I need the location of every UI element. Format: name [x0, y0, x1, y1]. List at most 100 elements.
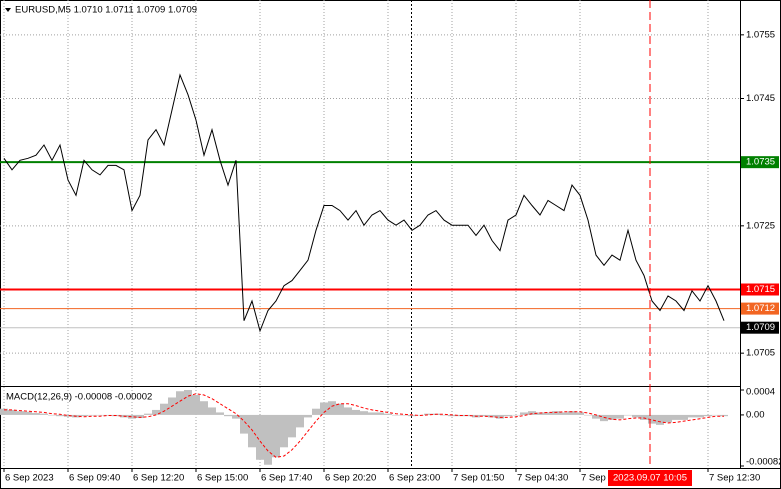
macd-bar [576, 412, 584, 415]
macd-bar [224, 414, 232, 417]
macd-bar [32, 413, 40, 415]
title-marker [5, 8, 11, 12]
macd-bar [216, 412, 224, 415]
x-tick-label: 7 Sep 04:30 [517, 473, 568, 484]
macd-bar [320, 402, 328, 415]
macd-bar [624, 414, 632, 416]
macd-bar [328, 401, 336, 415]
macd-bar [504, 414, 512, 417]
y-tick-label: 1.0705 [746, 348, 775, 359]
macd-bar [80, 414, 88, 417]
macd-bar [440, 414, 448, 416]
price-label: 1.0715 [746, 284, 775, 295]
macd-bar [280, 414, 288, 448]
macd-bar [8, 409, 16, 415]
price-label: 1.0709 [746, 322, 775, 333]
macd-bar [0, 408, 8, 415]
macd-bar [528, 411, 536, 415]
macd-bar [616, 414, 624, 419]
y-tick-label: 1.0745 [746, 93, 775, 104]
macd-bar [88, 414, 96, 416]
x-tick-label: 6 Sep 09:40 [69, 473, 120, 484]
macd-bar [48, 414, 56, 416]
macd-bar [192, 394, 200, 415]
macd-bar [664, 414, 672, 423]
macd-bar [568, 411, 576, 415]
macd-bar [304, 414, 312, 418]
macd-bar [56, 414, 64, 417]
macd-bar [696, 414, 704, 418]
x-tick-label: 6 Sep 2023 [5, 473, 54, 484]
macd-bar [16, 411, 24, 415]
macd-bar [256, 414, 264, 460]
macd-bar [680, 414, 688, 420]
macd-bar [160, 403, 168, 415]
price-label-bg [741, 302, 779, 315]
macd-bar [352, 409, 360, 415]
macd-bar [240, 414, 248, 434]
y-tick-label: 0.00 [746, 409, 765, 420]
y-tick-label: 0.0004 [746, 387, 775, 398]
macd-bar [96, 414, 104, 416]
macd-bar [392, 414, 400, 416]
macd-bar [704, 414, 712, 417]
macd-bar [592, 414, 600, 419]
macd-bar [40, 413, 48, 415]
macd-bar [712, 414, 720, 416]
macd-bar [400, 414, 408, 416]
macd-bar [560, 412, 568, 415]
macd-bar [264, 414, 272, 465]
macd-bar [608, 414, 616, 420]
macd-bar [248, 414, 256, 448]
macd-bar [384, 413, 392, 415]
macd-bar [640, 414, 648, 420]
macd-bar [672, 414, 680, 420]
macd-bar [648, 414, 656, 424]
macd-bar [600, 414, 608, 422]
macd-bar [200, 401, 208, 415]
macd-bar [232, 414, 240, 419]
y-tick-label: 1.0725 [746, 220, 775, 231]
macd-bar [552, 411, 560, 415]
macd-bar [152, 409, 160, 415]
macd-bar [464, 414, 472, 417]
macd-bar [448, 414, 456, 417]
macd-bar [520, 412, 528, 415]
macd-bar [208, 407, 216, 415]
macd-title: MACD(12,26,9) -0.00008 -0.00002 [6, 392, 152, 403]
price-label-bg [741, 156, 779, 169]
macd-bar [136, 414, 144, 419]
macd-bar [536, 412, 544, 415]
macd-bar [368, 412, 376, 415]
x-tick-label: 6 Sep 12:20 [133, 473, 184, 484]
price-line [3, 73, 725, 333]
macd-bar [64, 414, 72, 417]
x-tick-label: 7 Sep 01:50 [453, 473, 504, 484]
macd-bar [656, 414, 664, 425]
macd-bar [632, 414, 640, 418]
y-tick-label: 1.0755 [746, 29, 775, 40]
macd-bar [176, 391, 184, 415]
macd-bar [344, 407, 352, 415]
macd-bar [144, 413, 152, 415]
x-tick-label: 6 Sep 17:40 [261, 473, 312, 484]
macd-bar [128, 414, 136, 419]
x-tick-label: 6 Sep 20:20 [325, 473, 376, 484]
macd-bar [360, 411, 368, 415]
x-tick-label: 7 Sep 0 [581, 473, 614, 484]
x-tick-label: 6 Sep 15:00 [197, 473, 248, 484]
macd-bar [496, 414, 504, 419]
time-marker-bg [608, 470, 692, 486]
time-marker-label: 2023.09.07 10:05 [613, 473, 687, 484]
price-label: 1.0712 [746, 303, 775, 314]
macd-bar [336, 403, 344, 415]
price-label-bg [741, 321, 779, 334]
macd-bar [424, 413, 432, 415]
price-label-bg [741, 283, 779, 296]
macd-bar [408, 414, 416, 417]
macd-bar [184, 390, 192, 415]
macd-bar [312, 408, 320, 415]
macd-bar [376, 412, 384, 415]
x-tick-label: 6 Sep 23:00 [389, 473, 440, 484]
